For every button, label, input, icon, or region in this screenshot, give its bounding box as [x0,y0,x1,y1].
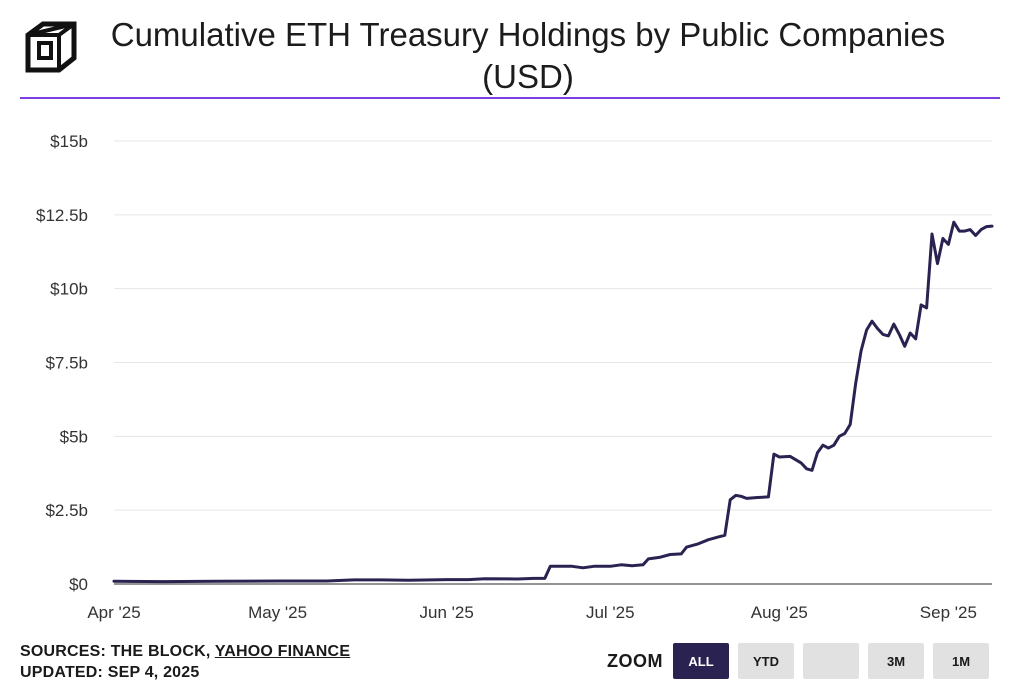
zoom-3m-button[interactable]: 3M [868,643,924,679]
x-tick-label: Sep '25 [920,603,977,622]
zoom-label: ZOOM [607,650,663,671]
sources-line: SOURCES: THE BLOCK, YAHOO FINANCE [20,641,350,662]
the-block-cube-icon [25,21,77,73]
zoom-blank-button[interactable] [803,643,859,679]
y-tick-label: $2.5b [45,501,88,520]
zoom-ytd-button[interactable]: YTD [738,643,794,679]
y-tick-label: $0 [69,575,88,594]
y-tick-label: $5b [60,427,88,446]
x-tick-label: Jul '25 [586,603,635,622]
zoom-1m-button[interactable]: 1M [933,643,989,679]
zoom-controls: ZOOM ALL YTD 3M 1M [607,643,998,679]
updated-line: UPDATED: SEP 4, 2025 [20,664,200,681]
x-tick-label: Jun '25 [420,603,474,622]
zoom-all-button[interactable]: ALL [673,643,729,679]
x-tick-label: Apr '25 [87,603,140,622]
line-chart: $0 $2.5b $5b $7.5b $10b $12.5b $15b Apr '25 May … [36,132,994,622]
y-tick-label: $10b [50,280,88,299]
yahoo-finance-link[interactable]: YAHOO FINANCE [214,643,351,660]
series-line [112,220,994,584]
y-tick-label: $12.5b [36,206,88,225]
x-tick-label: May '25 [248,603,307,622]
header: Cumulative ETH Treasury Holdings by Publ… [0,0,1024,98]
y-tick-label: $7.5b [45,354,88,373]
x-tick-label: Aug '25 [751,603,808,622]
y-tick-label: $15b [50,132,88,151]
sources-prefix: SOURCES: THE BLOCK, [20,643,215,660]
sources-block: SOURCES: THE BLOCK, YAHOO FINANCE UPDATE… [20,641,350,683]
title-divider [20,97,1000,99]
page-title: Cumulative ETH Treasury Holdings by Publ… [110,16,946,95]
